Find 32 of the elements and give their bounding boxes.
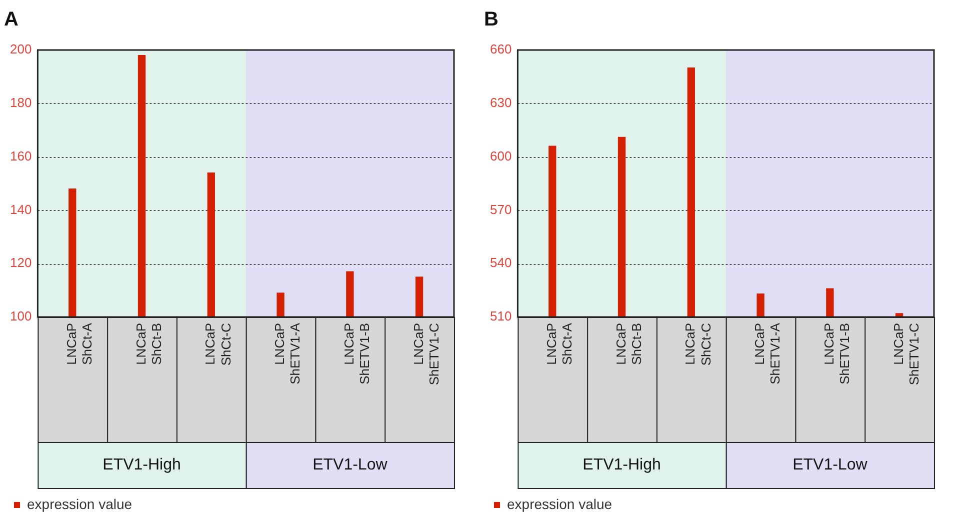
y-tick-label: 600 bbox=[490, 148, 512, 164]
y-tick-label: 120 bbox=[10, 255, 32, 270]
chart-title: B bbox=[484, 8, 498, 31]
y-tick-label: 140 bbox=[10, 202, 32, 217]
x-tick-label: LNCaP ShCt-A bbox=[64, 322, 95, 365]
text: ETV1-Low bbox=[312, 456, 388, 474]
x-tick-label: LNCaP ShCt-C bbox=[682, 323, 714, 366]
y-tick-label: 200 bbox=[10, 42, 32, 57]
text: ETV1-Low bbox=[792, 456, 868, 474]
x-tick-label: LNCaP ShCt-C bbox=[202, 323, 234, 366]
y-tick-label: 100 bbox=[10, 308, 32, 324]
x-tick-label: LNCaP ShETV1-B bbox=[342, 323, 372, 384]
x-tick-label: LNCaP ShETV1-A bbox=[752, 322, 783, 384]
legend-label: expression value bbox=[507, 496, 612, 512]
x-tick-label: LNCaP ShETV1-C bbox=[410, 323, 442, 386]
chart-title: A bbox=[4, 8, 18, 31]
y-tick-label: 510 bbox=[490, 308, 512, 324]
x-tick-label: LNCaP ShETV1-B bbox=[822, 323, 852, 384]
x-tick-label: LNCaP ShETV1-C bbox=[890, 323, 922, 386]
legend-label: expression value bbox=[27, 496, 132, 512]
x-tick-label: LNCaP ShCt-B bbox=[133, 323, 164, 365]
y-tick-label: 180 bbox=[10, 94, 32, 110]
y-tick-label: 570 bbox=[490, 202, 512, 217]
x-tick-label: LNCaP ShETV1-A bbox=[272, 322, 303, 384]
y-tick-label: 660 bbox=[490, 42, 512, 57]
y-tick-label: 630 bbox=[490, 94, 512, 110]
x-tick-label: LNCaP ShCt-B bbox=[613, 323, 644, 365]
y-tick-label: 160 bbox=[10, 148, 32, 164]
text: ETV1-High bbox=[582, 456, 661, 474]
text: ETV1-High bbox=[102, 456, 181, 474]
x-tick-label: LNCaP ShCt-A bbox=[544, 322, 575, 365]
y-tick-label: 540 bbox=[490, 255, 512, 270]
